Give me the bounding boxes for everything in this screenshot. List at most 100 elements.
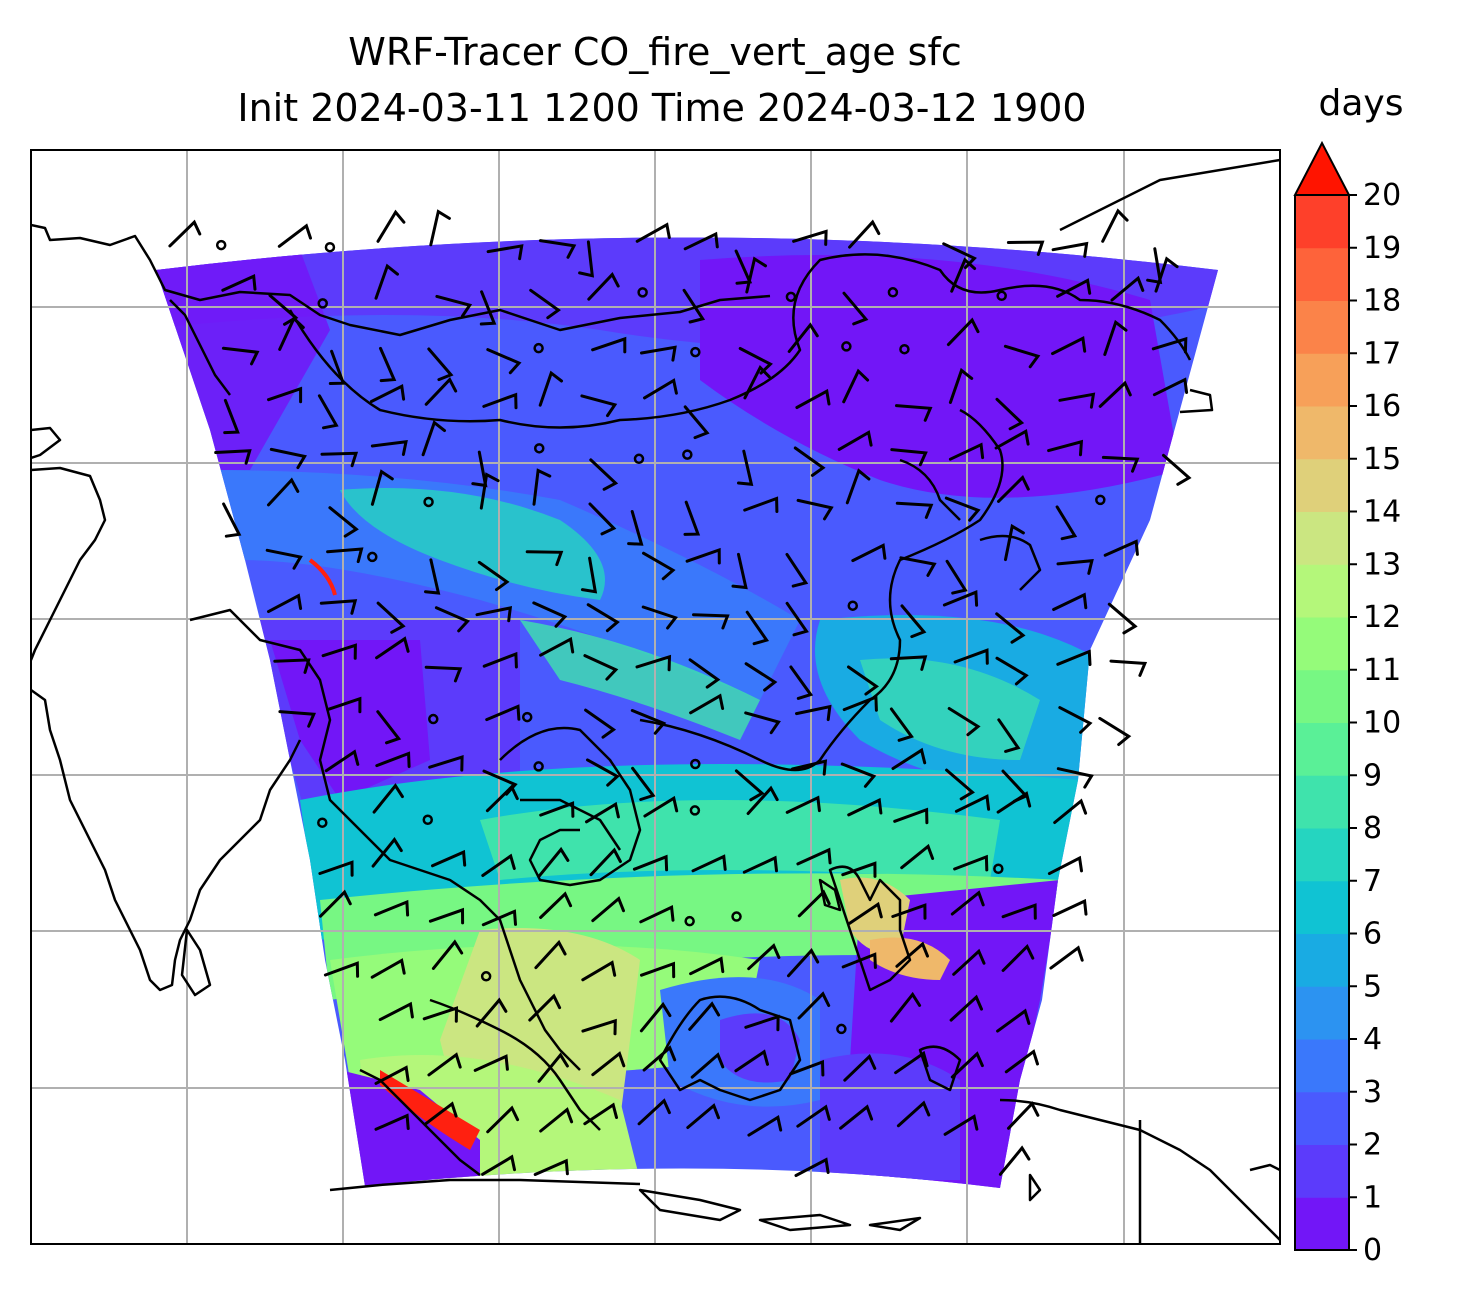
wind-barb bbox=[639, 905, 675, 924]
wind-barb bbox=[796, 1104, 831, 1128]
wind-barb bbox=[1058, 392, 1096, 409]
colorbar-segment bbox=[1295, 564, 1349, 618]
wind-barb bbox=[683, 405, 710, 440]
wind-barb bbox=[1162, 453, 1192, 486]
wind-barb bbox=[946, 317, 980, 347]
wind-barb bbox=[637, 1098, 671, 1126]
wind-barb bbox=[683, 500, 701, 536]
colorbar-segment bbox=[1295, 828, 1349, 882]
wind-barb bbox=[371, 837, 403, 868]
wind-barb bbox=[682, 288, 706, 324]
wind-barb bbox=[642, 551, 676, 581]
wind-calm-marker bbox=[317, 298, 328, 309]
wind-calm-marker bbox=[533, 761, 544, 772]
wind-barb bbox=[1107, 602, 1138, 635]
wind-barb bbox=[539, 1107, 574, 1133]
wind-barb bbox=[473, 1054, 509, 1072]
wind-barb bbox=[689, 693, 725, 715]
colorbar-tick-label: 0 bbox=[1363, 1233, 1382, 1268]
wind-barb bbox=[627, 510, 644, 546]
wind-barb bbox=[639, 1001, 672, 1033]
wind-barb bbox=[996, 1008, 1031, 1033]
wind-barb bbox=[581, 960, 617, 982]
wind-barb bbox=[267, 386, 303, 404]
colorbar-tick-label: 14 bbox=[1363, 495, 1401, 530]
wind-barb bbox=[421, 420, 446, 457]
wind-barb bbox=[843, 1054, 877, 1082]
wind-barb bbox=[591, 896, 625, 923]
colorbar-segment bbox=[1295, 195, 1349, 249]
colorbar-segment bbox=[1295, 880, 1349, 934]
map-frame bbox=[30, 149, 1281, 1245]
colorbar-segments bbox=[1295, 195, 1349, 1251]
colorbar-tick-label: 4 bbox=[1363, 1022, 1382, 1057]
wind-barb bbox=[1103, 539, 1139, 557]
wind-barb bbox=[890, 448, 928, 467]
wind-barb bbox=[1056, 559, 1094, 575]
wind-barb bbox=[326, 547, 364, 564]
wind-barb bbox=[785, 795, 821, 814]
wind-barb bbox=[950, 1051, 984, 1079]
wind-barb bbox=[745, 610, 770, 646]
wind-barb bbox=[1052, 592, 1088, 611]
wind-barb bbox=[997, 474, 1030, 503]
wind-barb bbox=[685, 547, 721, 565]
wind-barb bbox=[538, 846, 570, 878]
wind-barb bbox=[370, 440, 408, 456]
wind-barb bbox=[583, 1102, 618, 1126]
colorbar-segment bbox=[1295, 458, 1349, 512]
wind-calm-marker bbox=[899, 343, 910, 355]
wind-barb bbox=[947, 707, 981, 737]
wind-barb bbox=[889, 991, 922, 1023]
wind-barb bbox=[796, 498, 834, 521]
wind-barb bbox=[589, 847, 622, 877]
wind-barb bbox=[797, 991, 831, 1020]
wind-barb bbox=[278, 315, 305, 351]
wind-barb bbox=[744, 1014, 780, 1032]
wind-barb bbox=[585, 801, 620, 824]
wind-barb bbox=[318, 860, 354, 877]
wind-barb bbox=[797, 889, 831, 918]
wind-calm-marker bbox=[690, 758, 701, 770]
wind-barb bbox=[841, 952, 877, 969]
wind-barb bbox=[317, 394, 339, 430]
wind-barb bbox=[486, 244, 524, 261]
wind-barb bbox=[222, 502, 242, 538]
wind-barb bbox=[1051, 336, 1087, 356]
wind-barb bbox=[787, 322, 819, 353]
wind-barb bbox=[889, 655, 928, 671]
wind-barb bbox=[845, 468, 871, 505]
colorbar-segment bbox=[1295, 722, 1349, 776]
wind-barb bbox=[278, 710, 316, 728]
wind-barb bbox=[223, 398, 240, 435]
wind-barb bbox=[1047, 439, 1084, 457]
colorbar-segment bbox=[1295, 1197, 1349, 1251]
wind-barb bbox=[743, 496, 779, 513]
wind-barb bbox=[372, 783, 404, 814]
wind-barb bbox=[635, 654, 672, 672]
wind-calm-marker bbox=[533, 443, 545, 454]
wind-barb bbox=[375, 751, 411, 768]
wind-barb bbox=[945, 768, 975, 801]
wind-barb bbox=[686, 1103, 720, 1129]
wind-calm-marker bbox=[690, 346, 701, 358]
wind-barb bbox=[785, 552, 809, 588]
wind-barb bbox=[324, 749, 360, 773]
wind-barb bbox=[1004, 523, 1025, 562]
colorbar-tick-label: 1 bbox=[1363, 1180, 1382, 1215]
wind-barb bbox=[952, 948, 986, 976]
wind-barb bbox=[1001, 903, 1037, 920]
colorbar-tick-label: 19 bbox=[1363, 231, 1401, 266]
wind-calm-marker bbox=[682, 449, 693, 460]
wind-barb bbox=[273, 658, 311, 674]
wind-barb bbox=[996, 791, 1032, 814]
colorbar-tick-label: 5 bbox=[1363, 969, 1382, 1004]
wind-barb bbox=[688, 658, 721, 689]
wind-barb bbox=[376, 710, 402, 745]
wind-barb bbox=[428, 907, 465, 925]
wind-barb bbox=[528, 993, 562, 1022]
wind-calm-marker bbox=[533, 342, 544, 354]
wind-barb bbox=[1101, 455, 1140, 473]
wind-barb bbox=[1047, 855, 1083, 876]
